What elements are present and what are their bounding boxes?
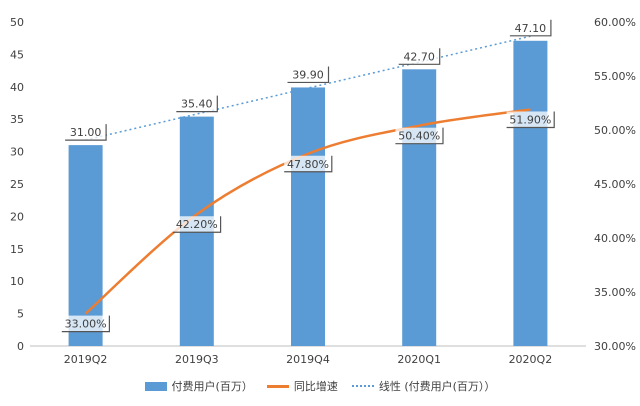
left-tick-label: 25: [10, 178, 24, 191]
trendline: [85, 35, 531, 141]
bar-value-label-text: 31.00: [70, 126, 102, 139]
data-labels: 31.00 35.40 39.90 42.70 47.10 33.00% 42.20% 47.…: [61, 19, 555, 333]
legend-bar-label: 付费用户(百万）: [171, 380, 253, 393]
growth-value-label-bg: [61, 315, 110, 332]
left-tick-label: 10: [10, 275, 24, 288]
left-tick-label: 15: [10, 243, 24, 256]
x-tick-label: 2019Q2: [64, 353, 108, 366]
left-tick-label: 20: [10, 210, 24, 223]
growth-value-label-bg: [173, 216, 221, 233]
growth-value-label: 42.20%: [173, 216, 222, 233]
left-tick-label: 50: [10, 16, 24, 29]
growth-value-label-bg: [506, 111, 555, 128]
bar-value-label-text: 35.40: [181, 98, 213, 111]
legend-line-swatch: [266, 384, 289, 388]
growth-value-label-shadow: [395, 127, 444, 145]
bar-value-label-bg: [65, 124, 107, 141]
bar-value-label-text: 39.90: [292, 68, 324, 81]
bar-value-label: 35.40: [176, 95, 218, 113]
growth-value-label: 47.80%: [284, 155, 333, 173]
right-tick-label: 30.00%: [594, 340, 636, 353]
bar-value-label-bg: [509, 19, 551, 36]
left-tick-label: 0: [17, 340, 24, 353]
legend: 付费用户(百万） 同比增速 线性 (付费用户(百万））: [140, 377, 500, 395]
trend-line: [85, 35, 531, 141]
right-tick-label: 50.00%: [594, 124, 636, 137]
bar-value-label-shadow: [287, 66, 330, 84]
bar-value-label-shadow: [398, 48, 441, 65]
growth-value-label-shadow: [173, 216, 222, 233]
bars: [68, 40, 548, 347]
growth-value-label-text: 33.00%: [65, 318, 107, 331]
bar-value-label-bg: [176, 95, 218, 112]
right-tick-label: 55.00%: [594, 70, 636, 83]
bar: [402, 69, 437, 346]
bar-value-label-shadow: [509, 19, 552, 37]
right-tick-label: 35.00%: [594, 286, 636, 299]
bar-value-label: 31.00: [65, 124, 107, 141]
x-tick-label: 2020Q2: [509, 353, 553, 366]
growth-line-path: [84, 108, 531, 315]
right-tick-label: 45.00%: [594, 178, 636, 191]
x-tick-label: 2020Q1: [397, 353, 441, 366]
growth-value-label-shadow: [61, 315, 111, 333]
right-tick-label: 60.00%: [594, 16, 636, 29]
bar-value-label-bg: [287, 66, 329, 83]
growth-value-label-shadow: [506, 111, 555, 129]
legend-item-bar: 付费用户(百万）: [144, 378, 253, 394]
growth-value-label-text: 42.20%: [176, 218, 218, 231]
growth-value-label-text: 50.40%: [398, 130, 440, 143]
bar: [513, 40, 548, 347]
bar-value-label: 42.70: [398, 48, 441, 65]
bar-value-label: 47.10: [509, 19, 552, 37]
legend-trend-swatch: [351, 385, 374, 387]
growth-value-label: 50.40%: [395, 127, 444, 145]
bar-value-label-shadow: [176, 95, 218, 113]
growth-value-label-bg: [284, 155, 332, 172]
legend-line-label: 同比增速: [293, 380, 338, 393]
growth-value-label-text: 51.90%: [509, 113, 551, 126]
growth-value-label-shadow: [284, 155, 333, 173]
left-tick-label: 5: [17, 308, 24, 321]
legend-trend-label: 线性 (付费用户(百万））: [378, 380, 496, 393]
bar: [291, 87, 325, 346]
x-tick-label: 2019Q4: [286, 353, 330, 366]
right-tick-label: 40.00%: [594, 232, 636, 245]
growth-value-label: 51.90%: [506, 111, 555, 129]
growth-line: [84, 108, 531, 315]
bar-value-label-text: 47.10: [515, 22, 547, 35]
left-tick-label: 30: [10, 146, 24, 159]
legend-item-trend: 线性 (付费用户(百万））: [351, 378, 496, 394]
bar-value-label-shadow: [65, 124, 107, 141]
bar-value-label-text: 42.70: [403, 50, 435, 63]
left-tick-label: 40: [10, 81, 24, 94]
legend-bar-swatch: [144, 381, 167, 391]
left-tick-label: 45: [10, 48, 24, 61]
growth-value-label: 33.00%: [61, 315, 111, 333]
bar-value-label: 39.90: [287, 66, 330, 84]
left-tick-label: 35: [10, 113, 24, 126]
growth-value-label-bg: [395, 127, 443, 144]
x-tick-label: 2019Q3: [175, 353, 219, 366]
growth-value-label-text: 47.80%: [287, 158, 329, 171]
axes: 0 5 10 15 20 25 30 35 40 45 50 30.00% 35.00% 40.00% 45…: [10, 16, 636, 366]
bar-value-label-bg: [398, 48, 440, 65]
legend-item-line: 同比增速: [266, 378, 338, 394]
